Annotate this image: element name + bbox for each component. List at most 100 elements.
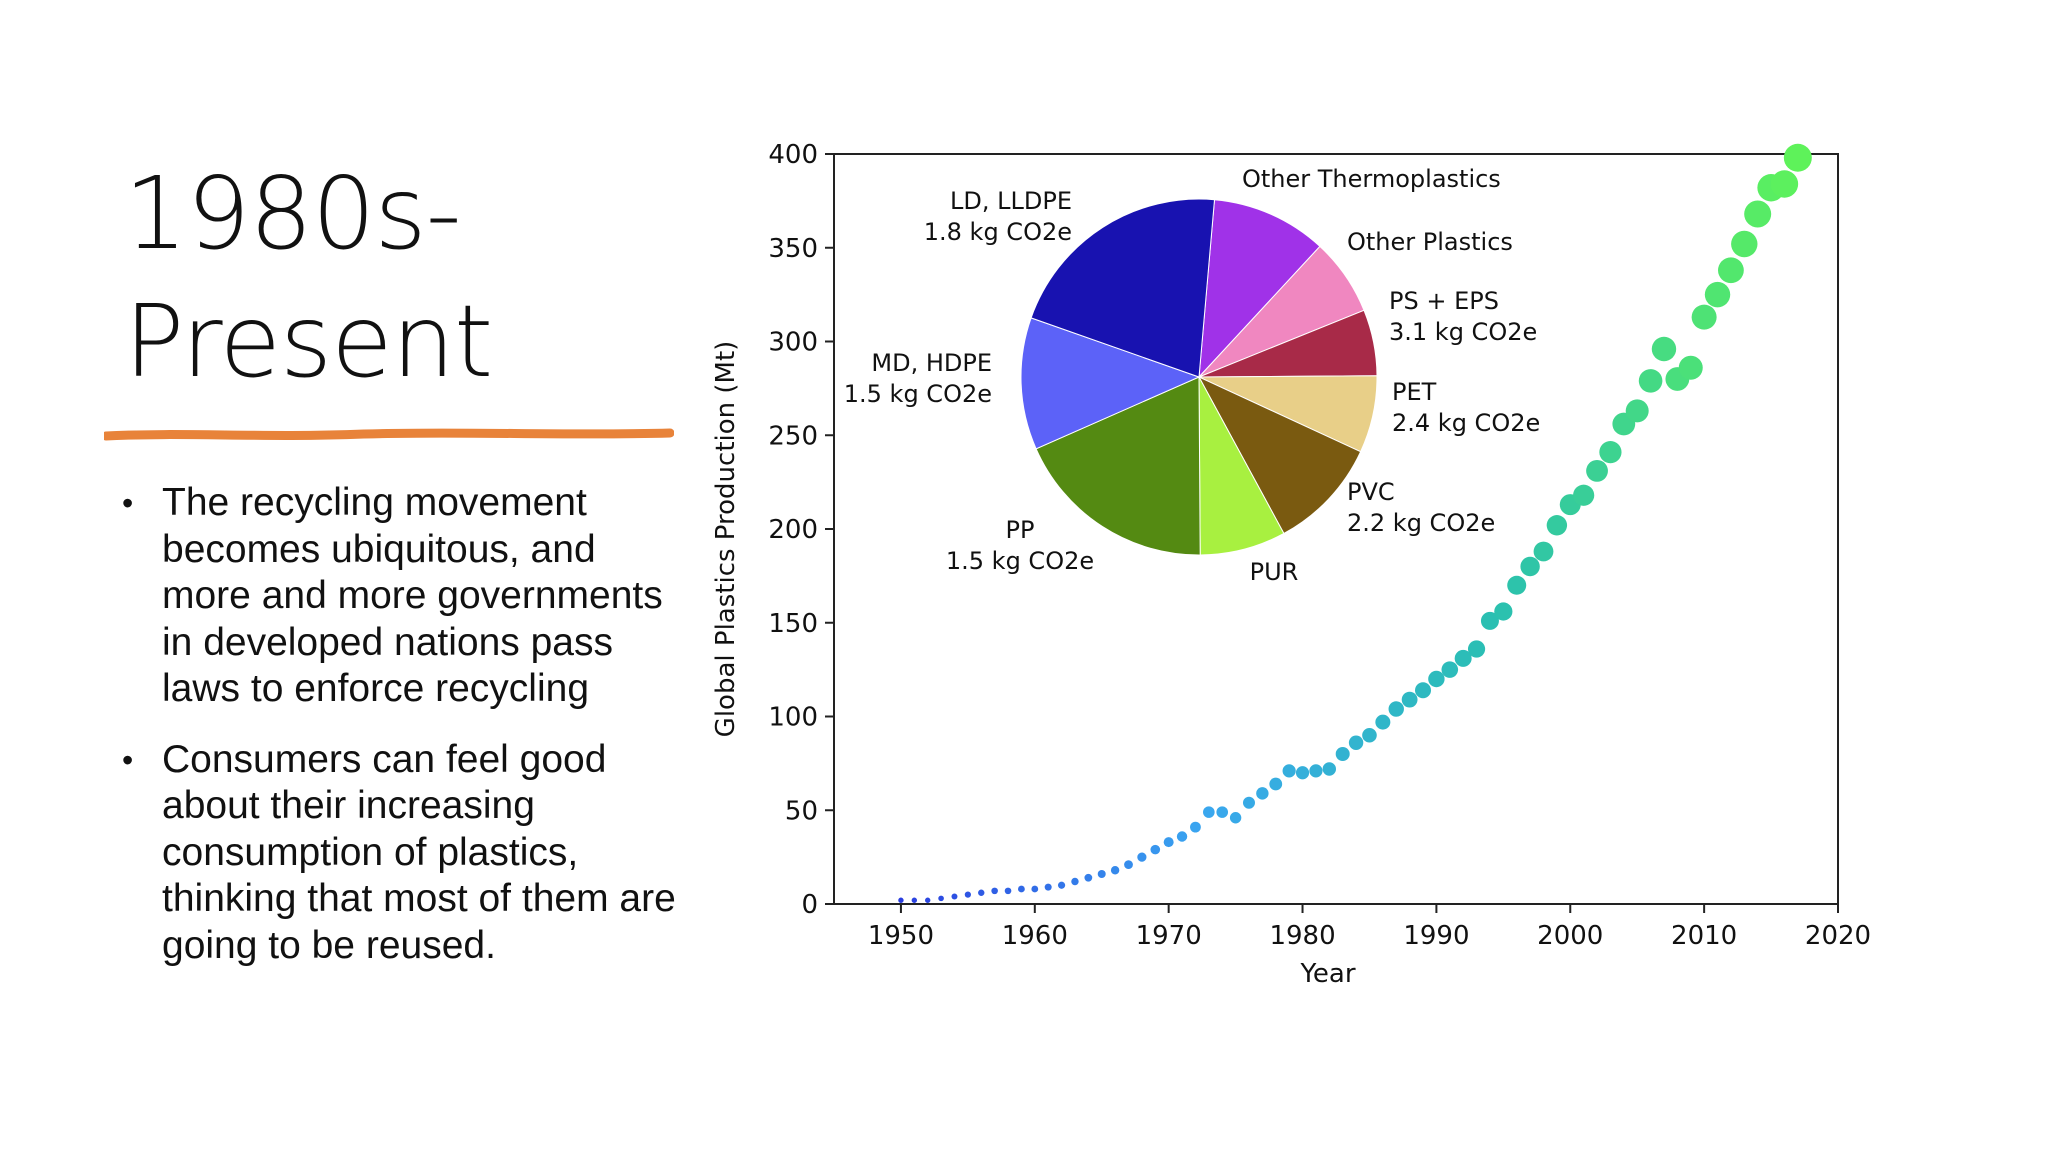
title-line-2: Present: [124, 283, 493, 400]
scatter-point: [1163, 837, 1174, 848]
scatter-point: [1625, 399, 1649, 423]
pie-slice-label: PVC: [1347, 478, 1395, 506]
slide-title: 1980s- Present: [124, 150, 493, 406]
title-line-1: 1980s-: [124, 155, 462, 272]
pie-slice-label: MD, HDPE: [871, 349, 992, 377]
bullet-list: The recycling movement becomes ubiquitou…: [122, 480, 682, 993]
pie-slice-label: Other Plastics: [1347, 228, 1513, 256]
scatter-point: [1335, 747, 1350, 761]
x-tick-label: 2020: [1805, 921, 1871, 951]
pie-slice-label: LD, LLDPE: [950, 187, 1072, 215]
pie-slice-sublabel: 2.4 kg CO2e: [1392, 409, 1540, 437]
scatter-point: [1309, 764, 1323, 778]
scatter-point: [1004, 887, 1012, 895]
scatter-point: [1651, 336, 1677, 362]
scatter-point: [1599, 441, 1622, 464]
chart-axes: 1950 1960 1970 1980 1990 2000 2010 2020 0 50 100 15…: [711, 140, 1871, 989]
scatter-point: [1229, 812, 1242, 824]
scatter-point: [1388, 701, 1404, 717]
pie-slice: [1030, 198, 1216, 378]
scatter-point: [1441, 661, 1459, 678]
plastics-production-chart: 1950 1960 1970 1980 1990 2000 2010 2020 0 50 100 15…: [711, 140, 1871, 989]
scatter-point: [1269, 777, 1283, 791]
y-tick-label: 250: [768, 421, 818, 451]
scatter-point: [1362, 727, 1377, 743]
y-tick-label: 300: [768, 328, 818, 358]
scatter-point: [1057, 881, 1066, 889]
scatter-point: [1322, 762, 1337, 776]
scatter-point: [1415, 682, 1432, 699]
scatter-point: [1770, 170, 1799, 198]
scatter-point: [1454, 649, 1472, 667]
y-tick-label: 400: [768, 140, 818, 170]
pie-slice-label: PUR: [1250, 558, 1299, 586]
y-tick-label: 100: [768, 703, 818, 733]
y-tick-label: 50: [785, 796, 818, 826]
scatter-point: [1704, 281, 1731, 308]
pie-slice-label: PET: [1392, 378, 1437, 406]
scatter-point: [1375, 714, 1391, 730]
pie-slice: [1197, 375, 1362, 535]
pie-slice: [1020, 317, 1201, 450]
scatter-point: [1731, 230, 1758, 258]
scatter-point: [1018, 885, 1025, 893]
pie-slice-label: PP: [1006, 516, 1035, 544]
scatter-point: [1507, 575, 1527, 595]
scatter-point: [1718, 257, 1744, 284]
scatter-point: [1084, 873, 1093, 882]
scatter-point: [1137, 852, 1147, 862]
x-axis-label: Year: [1299, 959, 1355, 989]
scatter-point: [1256, 787, 1269, 800]
pie-chart: Other Thermoplastics Other Plastics PS + E…: [844, 165, 1541, 586]
scatter-point: [1573, 484, 1595, 506]
scatter-point: [1282, 764, 1296, 778]
pie-slice: [1198, 199, 1321, 379]
scatter-point: [1097, 870, 1106, 878]
bullet-item-2: Consumers can feel good about their incr…: [122, 737, 682, 970]
pie-slice-sublabel: 1.8 kg CO2e: [924, 218, 1072, 246]
scatter-point: [1150, 844, 1161, 855]
scatter-point: [1467, 640, 1486, 658]
x-tick-label: 1960: [1002, 921, 1068, 951]
scatter-point: [925, 897, 931, 903]
y-axis-label: Global Plastics Production (Mt): [711, 341, 741, 738]
scatter-point: [1638, 369, 1663, 393]
pie-slice-sublabel: 1.5 kg CO2e: [946, 547, 1094, 575]
y-tick-label: 0: [801, 890, 818, 920]
scatter-point: [1348, 735, 1364, 750]
x-tick-label: 1970: [1136, 921, 1202, 951]
y-tick-label: 200: [768, 515, 818, 545]
scatter-point: [1691, 304, 1717, 330]
scatter-point: [1203, 806, 1215, 818]
scatter-point: [1480, 611, 1499, 630]
scatter-point: [951, 893, 958, 900]
scatter-point: [1242, 796, 1255, 809]
title-underline: [104, 428, 674, 441]
scatter-point: [1783, 143, 1812, 172]
scatter-point: [1520, 556, 1540, 577]
scatter-point: [1031, 885, 1039, 893]
scatter-point: [1190, 821, 1201, 833]
pie-slice: [1035, 376, 1201, 556]
scatter-point: [991, 887, 998, 895]
pie-slice-sublabel: 3.1 kg CO2e: [1389, 318, 1537, 346]
scatter-point: [1176, 831, 1188, 842]
scatter-point: [978, 889, 985, 896]
scatter-point: [1401, 691, 1418, 708]
scatter-point: [964, 891, 971, 898]
pie-slice-sublabel: 2.2 kg CO2e: [1347, 509, 1495, 537]
scatter-point: [1546, 515, 1568, 536]
scatter-point: [1678, 355, 1703, 380]
pie-slice-label: PS + EPS: [1389, 287, 1499, 315]
scatter-point: [1071, 877, 1079, 886]
scatter-point: [938, 895, 944, 902]
x-tick-label: 1950: [868, 921, 934, 951]
scatter-point: [1216, 806, 1229, 818]
scatter-point: [911, 897, 918, 903]
x-tick-label: 1990: [1403, 921, 1469, 951]
y-tick-label: 350: [768, 234, 818, 264]
scatter-point: [1428, 670, 1445, 688]
scatter-point: [1494, 602, 1513, 621]
x-tick-label: 2000: [1537, 921, 1603, 951]
bullet-item-1: The recycling movement becomes ubiquitou…: [122, 480, 682, 713]
